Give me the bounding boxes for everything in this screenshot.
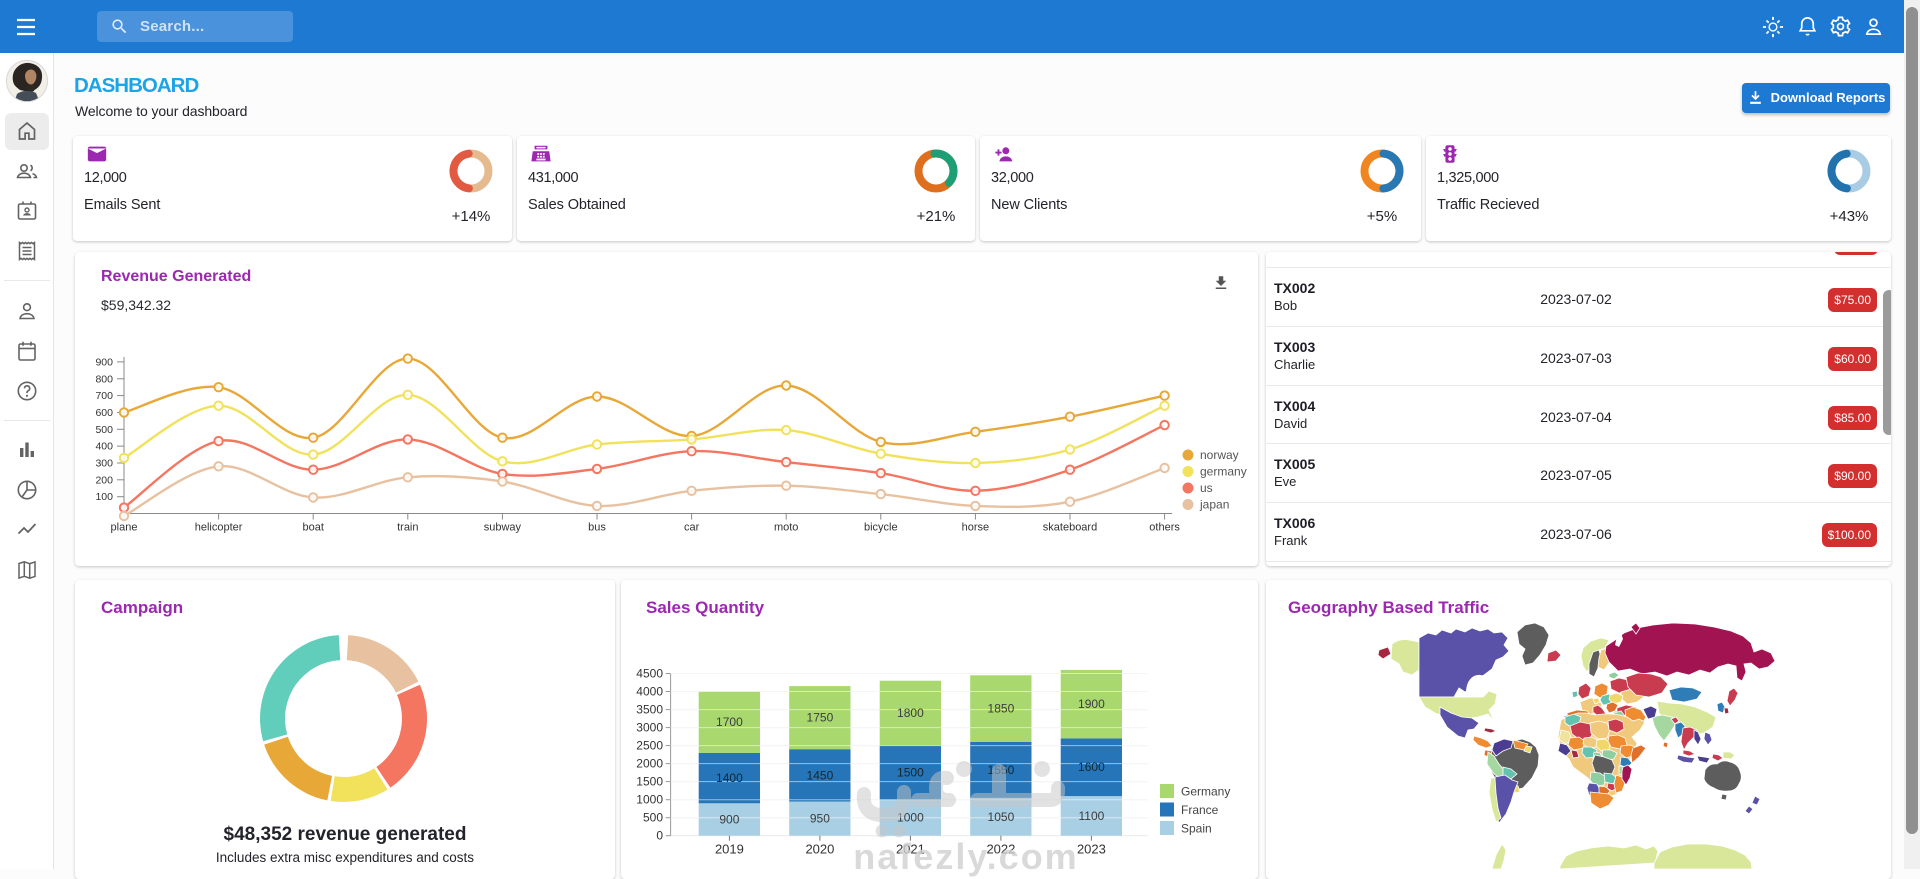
svg-text:3500: 3500 — [636, 703, 663, 717]
svg-text:Germany: Germany — [1181, 785, 1230, 799]
svg-text:plane: plane — [111, 522, 138, 534]
svg-text:Spain: Spain — [1181, 822, 1212, 836]
svg-text:bicycle: bicycle — [864, 522, 898, 534]
svg-text:japan: japan — [1199, 498, 1229, 512]
svg-text:1450: 1450 — [807, 768, 834, 782]
svg-text:3000: 3000 — [636, 721, 663, 735]
svg-text:100: 100 — [95, 491, 113, 503]
svg-text:boat: boat — [302, 522, 323, 534]
svg-text:300: 300 — [95, 458, 113, 470]
svg-text:skateboard: skateboard — [1043, 522, 1097, 534]
svg-text:2020: 2020 — [805, 842, 834, 857]
svg-text:1400: 1400 — [716, 771, 743, 785]
svg-text:400: 400 — [95, 441, 113, 453]
svg-text:car: car — [684, 522, 700, 534]
svg-text:1600: 1600 — [1078, 760, 1105, 774]
svg-text:train: train — [397, 522, 418, 534]
svg-text:2019: 2019 — [715, 842, 744, 857]
svg-text:1500: 1500 — [636, 775, 663, 789]
svg-text:600: 600 — [95, 407, 113, 419]
svg-text:germany: germany — [1200, 465, 1247, 479]
svg-text:500: 500 — [643, 811, 663, 825]
svg-text:bus: bus — [588, 522, 606, 534]
svg-text:1000: 1000 — [636, 793, 663, 807]
svg-text:2021: 2021 — [896, 842, 925, 857]
svg-text:1900: 1900 — [1078, 697, 1105, 711]
svg-text:us: us — [1200, 481, 1213, 495]
svg-text:horse: horse — [962, 522, 990, 534]
svg-text:1750: 1750 — [807, 711, 834, 725]
svg-text:0: 0 — [656, 829, 663, 843]
svg-text:900: 900 — [719, 813, 739, 827]
svg-text:norway: norway — [1200, 448, 1239, 462]
svg-text:800: 800 — [95, 373, 113, 385]
svg-text:2000: 2000 — [636, 757, 663, 771]
svg-text:1050: 1050 — [988, 810, 1015, 824]
svg-text:200: 200 — [95, 474, 113, 486]
svg-text:others: others — [1149, 522, 1180, 534]
svg-text:950: 950 — [810, 812, 830, 826]
svg-text:1500: 1500 — [897, 766, 924, 780]
svg-text:France: France — [1181, 803, 1219, 817]
svg-text:4000: 4000 — [636, 685, 663, 699]
svg-text:2023: 2023 — [1077, 842, 1106, 857]
svg-text:2500: 2500 — [636, 739, 663, 753]
svg-text:500: 500 — [95, 424, 113, 436]
svg-text:2022: 2022 — [986, 842, 1015, 857]
svg-text:1800: 1800 — [897, 706, 924, 720]
svg-text:moto: moto — [774, 522, 798, 534]
svg-text:700: 700 — [95, 390, 113, 402]
svg-text:1700: 1700 — [716, 715, 743, 729]
svg-text:1850: 1850 — [988, 702, 1015, 716]
svg-text:1100: 1100 — [1078, 809, 1104, 823]
svg-text:4500: 4500 — [636, 667, 663, 681]
svg-text:900: 900 — [95, 356, 113, 368]
svg-text:subway: subway — [484, 522, 522, 534]
svg-text:helicopter: helicopter — [195, 522, 243, 534]
